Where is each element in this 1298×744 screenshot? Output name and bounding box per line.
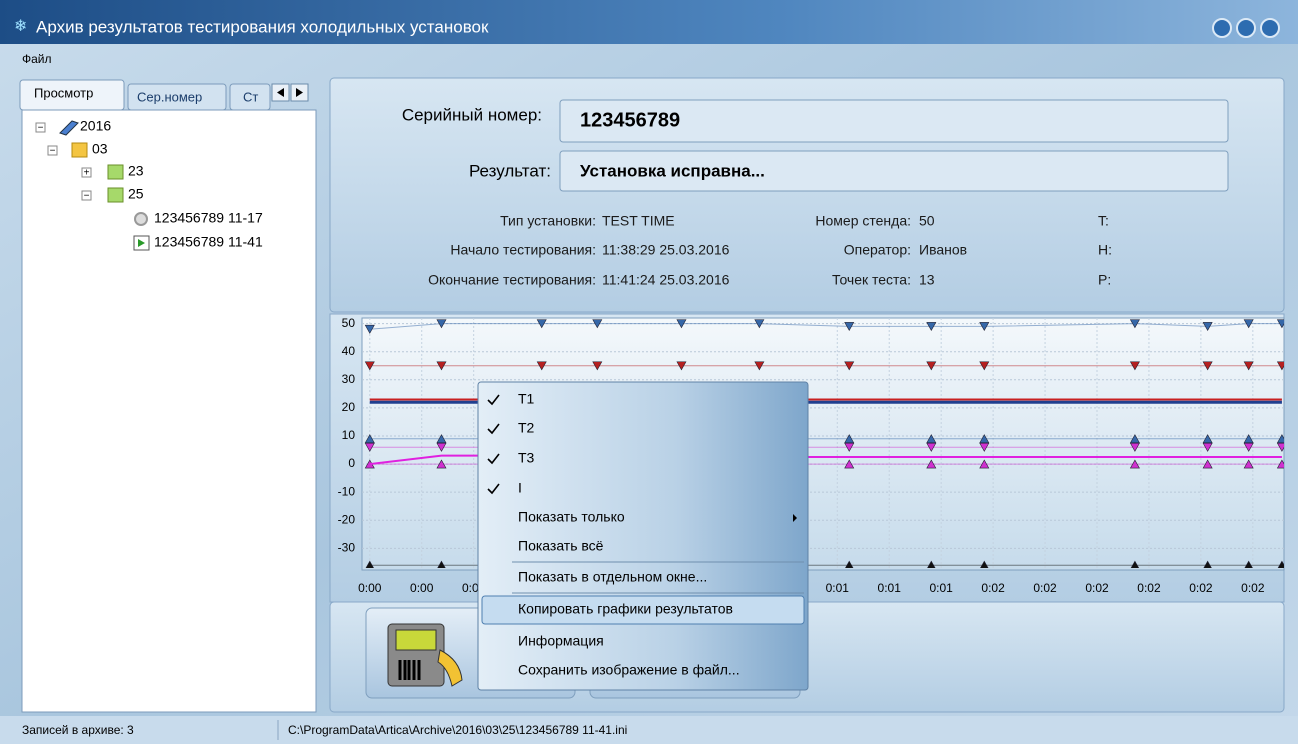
tree-item[interactable]: 03 [92,141,108,157]
close-button[interactable] [1261,19,1279,37]
x-tick-label: 0:01 [826,581,850,595]
maximize-button[interactable] [1237,19,1255,37]
field-value: 11:41:24 25.03.2016 [602,272,730,288]
menu-item[interactable]: Информация [518,633,604,649]
tree-expander-sign: − [84,191,90,202]
menu-item[interactable]: Сохранить изображение в файл... [518,662,740,678]
tree-item[interactable]: 123456789 11-41 [154,234,263,250]
y-tick-label: -30 [338,541,356,555]
field-label: T: [1098,213,1109,229]
y-tick-label: -20 [338,512,356,526]
field-value: TEST TIME [602,213,675,229]
x-tick-label: 0:00 [358,581,382,595]
tree-item[interactable]: 23 [128,163,144,179]
y-tick-label: -10 [338,484,356,498]
minimize-button[interactable] [1213,19,1231,37]
field-value: 11:38:29 25.03.2016 [602,242,730,258]
menu-file[interactable]: Файл [22,52,52,66]
x-tick-label: 0:02 [1137,581,1161,595]
field-label: Точек теста: [832,272,911,288]
menu-item[interactable]: Копировать графики результатов [518,601,733,617]
y-tick-label: 50 [342,316,356,330]
tree-item[interactable]: 2016 [80,118,111,134]
x-tick-label: 0:02 [1033,581,1057,595]
field-label: Оператор: [844,242,911,258]
y-tick-label: 20 [342,400,356,414]
y-tick-label: 10 [342,428,356,442]
field-label: H: [1098,242,1112,258]
x-tick-label: 0:01 [929,581,953,595]
tree-expander-sign: + [84,168,90,179]
menu-item[interactable]: Показать в отдельном окне... [518,569,707,585]
y-tick-label: 30 [342,372,356,386]
field-value: 50 [919,213,935,229]
status-bar [0,716,1298,744]
tree-icon [108,188,123,202]
y-tick-label: 0 [348,456,355,470]
window-title: Архив результатов тестирования холодильн… [36,17,489,36]
y-tick-label: 40 [342,344,356,358]
x-tick-label: 0:00 [410,581,434,595]
field-value: Иванов [919,242,967,258]
menu-item[interactable]: T1 [518,391,535,407]
result-value: Установка исправна... [580,161,765,180]
menu-item[interactable]: Показать всё [518,538,604,554]
field-value: 13 [919,272,935,288]
tab-label: Просмотр [34,85,93,100]
x-tick-label: 0:02 [981,581,1005,595]
tab-label: Ст [243,89,258,104]
tree-item[interactable]: 25 [128,186,144,202]
tree-view [22,110,316,712]
field-label: Начало тестирования: [450,242,596,258]
serial-value: 123456789 [580,109,680,131]
x-tick-label: 0:02 [1241,581,1265,595]
page: { "window": {"title": "Архив результатов… [0,0,1298,744]
field-label: Тип установки: [500,213,596,229]
field-label: Окончание тестирования: [428,272,596,288]
menu-item[interactable]: Показать только [518,509,625,525]
tree-item[interactable]: 123456789 11-17 [154,210,263,226]
app-icon: ❄ [14,18,27,35]
x-tick-label: 0:02 [1189,581,1213,595]
status-records: Записей в архиве: 3 [22,723,134,737]
field-label: P: [1098,272,1111,288]
serial-label: Серийный номер: [402,105,542,124]
tab-label: Сер.номер [137,89,202,104]
tree-expander-sign: − [50,146,56,157]
tree-icon [72,143,87,157]
window-buttons [1213,19,1279,37]
x-tick-label: 0:02 [1085,581,1109,595]
result-label: Результат: [469,161,551,180]
menu-item[interactable]: T3 [518,450,535,466]
status-path: C:\ProgramData\Artica\Archive\2016\03\25… [288,723,627,737]
menu-item[interactable]: I [518,480,522,496]
menu-item[interactable]: T2 [518,420,535,436]
tree-expander-sign: − [38,123,44,134]
tree-icon [135,213,147,225]
field-label: Номер стенда: [815,213,911,229]
x-tick-label: 0:01 [878,581,902,595]
window: ❄ Архив результатов тестирования холодил… [0,0,1298,744]
tree-icon [108,165,123,179]
